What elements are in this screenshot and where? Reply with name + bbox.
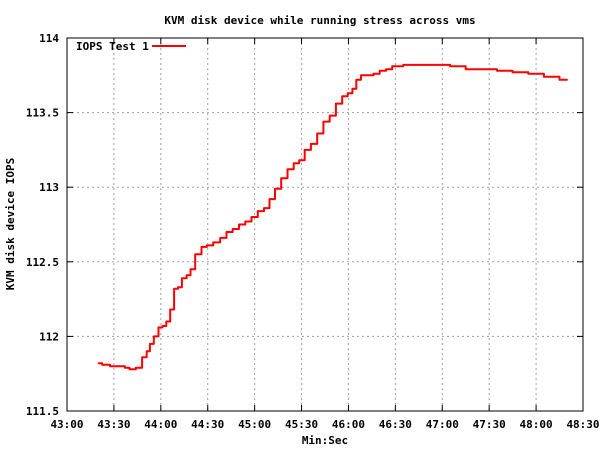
data-point — [122, 365, 124, 367]
data-point — [307, 149, 309, 151]
data-point — [271, 198, 273, 200]
y-axis-label: KVM disk device IOPS — [4, 158, 17, 290]
data-point — [229, 231, 231, 233]
data-point — [504, 70, 506, 72]
data-point — [388, 68, 390, 70]
data-point — [457, 65, 459, 67]
x-tick-label: 45:00 — [238, 418, 271, 431]
data-point — [204, 246, 206, 248]
data-point — [488, 68, 490, 70]
data-point — [426, 64, 428, 66]
data-point — [283, 177, 285, 179]
data-point — [222, 237, 224, 239]
data-point — [191, 268, 193, 270]
y-tick-label: 112 — [39, 330, 59, 343]
data-point — [290, 168, 292, 170]
data-point — [296, 162, 298, 164]
data-point — [472, 68, 475, 70]
data-point — [394, 65, 396, 67]
x-tick-label: 46:30 — [379, 418, 412, 431]
y-tick-label: 114 — [39, 32, 59, 45]
x-tick-label: 44:00 — [144, 418, 177, 431]
y-tick-label: 111.5 — [26, 405, 59, 418]
data-point — [300, 159, 303, 161]
x-tick-label: 47:30 — [473, 418, 506, 431]
data-point — [338, 103, 340, 105]
data-point — [175, 288, 178, 290]
data-point — [208, 244, 210, 246]
y-tick-label: 113 — [39, 181, 59, 194]
x-tick-label: 44:30 — [191, 418, 224, 431]
data-point — [313, 143, 315, 145]
data-point — [551, 76, 553, 78]
data-point — [113, 365, 115, 367]
data-point — [125, 367, 128, 369]
data-point — [171, 308, 173, 311]
data-point — [132, 368, 134, 370]
data-point — [410, 64, 412, 66]
x-tick-label: 48:00 — [520, 418, 553, 431]
data-point — [319, 132, 321, 135]
x-tick-label: 45:30 — [285, 418, 318, 431]
plot-frame — [66, 37, 584, 412]
x-tick-label: 43:00 — [50, 418, 83, 431]
data-point — [138, 367, 140, 369]
data-point — [344, 95, 346, 97]
data-point — [97, 362, 99, 364]
data-point — [160, 326, 162, 329]
axis-ticks — [66, 37, 584, 412]
data-point — [332, 114, 334, 117]
data-point — [216, 241, 218, 244]
data-point — [441, 64, 443, 66]
data-point — [535, 73, 537, 75]
data-point — [260, 210, 262, 212]
data-point — [150, 343, 153, 345]
chart-title: KVM disk device while running stress acr… — [164, 14, 475, 27]
data-point — [144, 356, 146, 358]
data-point — [369, 74, 371, 76]
data-point — [155, 335, 157, 337]
data-point — [254, 216, 256, 218]
data-point — [235, 228, 237, 230]
x-tick-label: 46:00 — [332, 418, 365, 431]
data-point — [105, 364, 107, 366]
tick-labels: 43:00 43:30 44:00 44:30 45:00 45:30 46:00 46:30… — [26, 32, 600, 431]
data-point — [168, 320, 170, 323]
data-point — [183, 277, 185, 279]
x-tick-label: 48:30 — [566, 418, 599, 431]
data-point — [566, 79, 568, 81]
data-point — [357, 79, 359, 81]
data-point — [363, 74, 365, 76]
data-point — [349, 92, 351, 94]
data-point — [241, 223, 243, 226]
x-axis-label: Min:Sec — [302, 434, 348, 447]
x-tick-label: 47:00 — [426, 418, 459, 431]
data-point — [197, 253, 199, 255]
data-point — [163, 325, 165, 327]
data-point — [147, 350, 149, 352]
data-point — [247, 220, 249, 223]
data-point — [178, 286, 181, 288]
legend-label-iops-test-1: IOPS Test 1 — [76, 40, 149, 53]
data-point — [519, 71, 522, 73]
data-point — [325, 120, 328, 123]
y-tick-label: 113.5 — [26, 107, 59, 120]
series-line-iops-test-1 — [98, 63, 568, 371]
y-tick-label: 112.5 — [26, 256, 59, 269]
legend: IOPS Test 1 — [76, 40, 186, 53]
data-point — [382, 70, 384, 72]
series-layer — [97, 63, 568, 371]
data-point — [188, 274, 190, 276]
data-point — [266, 207, 268, 209]
data-point — [354, 88, 356, 90]
grid-lines — [67, 38, 583, 411]
data-point — [277, 188, 279, 190]
data-point — [376, 73, 378, 75]
x-tick-label: 43:30 — [97, 418, 130, 431]
